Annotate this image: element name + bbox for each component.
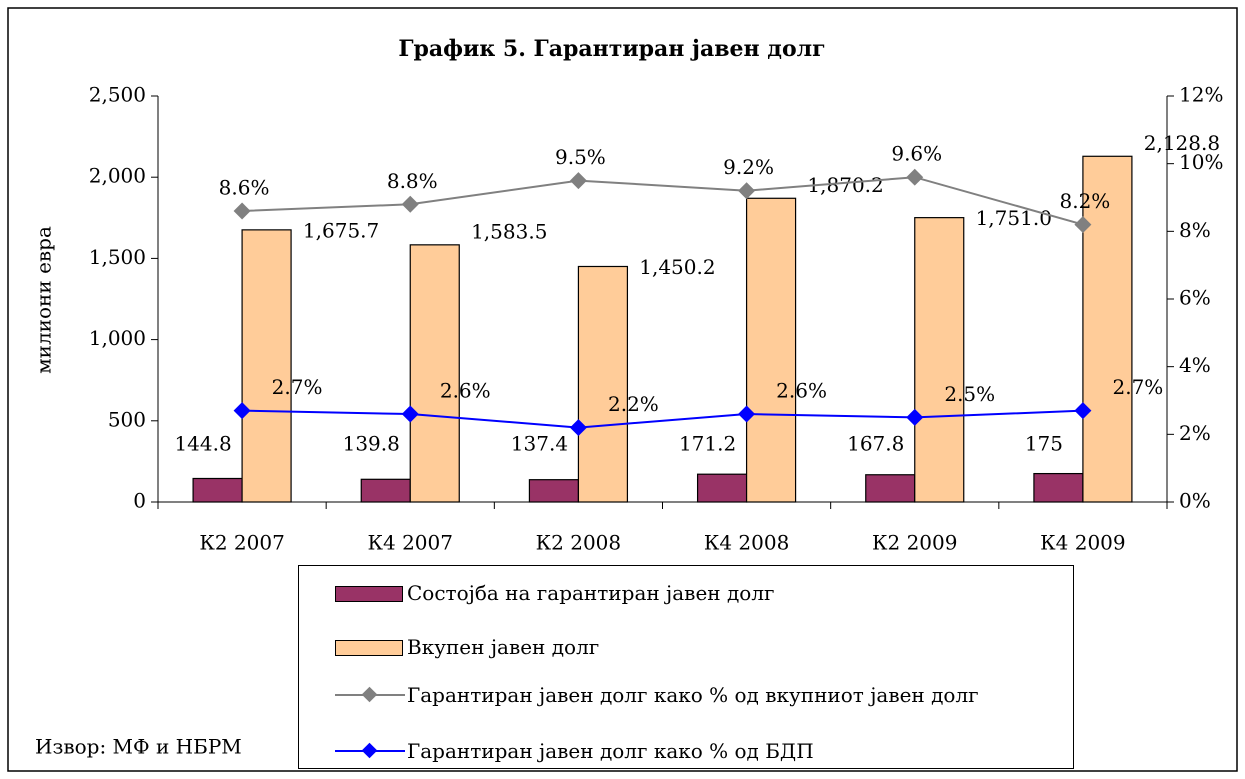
x-tick-label: К2 2009 [872, 531, 957, 555]
data-label: 1,751.0 [976, 206, 1052, 230]
marker [738, 182, 756, 200]
data-label: 2.7% [1113, 375, 1164, 399]
bar [865, 474, 916, 503]
marker [233, 402, 251, 420]
y-tick-label: 2,000 [89, 164, 146, 188]
data-label: 137.4 [511, 432, 568, 456]
y2-tick-label: 12% [1179, 83, 1223, 107]
marker [906, 168, 924, 186]
data-label: 8.2% [1060, 189, 1111, 213]
source: Извор: МФ и НБРМ [35, 735, 242, 759]
data-label: 2.7% [272, 375, 323, 399]
bar [745, 197, 797, 503]
y2-tick-label: 6% [1179, 286, 1211, 310]
bar [577, 265, 629, 503]
data-label: 1,583.5 [471, 219, 547, 243]
marker [233, 202, 251, 220]
y-tick-label: 1,000 [89, 326, 146, 350]
data-label: 8.6% [219, 176, 270, 200]
bar [914, 217, 965, 503]
legend-label: Гарантиран јавен долг како % од вкупниот… [407, 683, 979, 707]
marker [401, 195, 419, 213]
marker [569, 419, 587, 437]
legend-marker [361, 742, 378, 759]
legend-swatch [335, 686, 405, 703]
data-label: 2,128.8 [1144, 131, 1220, 155]
legend-label: Вкупен јавен долг [407, 635, 600, 659]
bar [360, 478, 411, 503]
y-tick-label: 1,500 [89, 245, 146, 269]
marker [738, 405, 756, 423]
y2-tick-label: 2% [1179, 421, 1211, 445]
y-tick-label: 2,500 [89, 83, 146, 107]
data-label: 9.5% [555, 145, 606, 169]
bar [1082, 155, 1133, 503]
data-label: 139.8 [343, 432, 400, 456]
legend: Состојба на гарантиран јавен долг Вкупен … [298, 565, 1074, 769]
data-label: 9.2% [723, 155, 774, 179]
x-tick-label: К4 2008 [704, 531, 789, 555]
data-label: 8.8% [387, 169, 438, 193]
marker [906, 408, 924, 426]
y2-tick-label: 10% [1179, 150, 1223, 174]
x-tick-label: К2 2008 [536, 531, 621, 555]
bar [528, 479, 580, 503]
y2-tick-label: 4% [1179, 353, 1211, 377]
x-tick-label: К4 2009 [1040, 531, 1125, 555]
bar [409, 244, 460, 503]
chart-title: График 5. Гарантиран јавен долг [398, 36, 825, 62]
y2-tick-label: 8% [1179, 218, 1211, 242]
marker [569, 172, 587, 190]
bar [1033, 472, 1084, 503]
line [242, 176, 1084, 226]
marker [401, 405, 419, 423]
x-tick-label: К4 2007 [368, 531, 453, 555]
y-tick-label: 0 [133, 489, 146, 513]
data-label: 9.6% [891, 142, 942, 166]
legend-swatch [335, 640, 403, 656]
legend-label: Состојба на гарантиран јавен долг [407, 581, 775, 605]
data-label: 175 [1025, 432, 1063, 456]
data-label: 2.6% [776, 379, 827, 403]
data-label: 171.2 [679, 432, 736, 456]
y-tick-label: 500 [108, 407, 146, 431]
data-label: 1,675.7 [303, 218, 379, 242]
frame [7, 7, 1238, 772]
legend-label: Гарантиран јавен долг како % од БДП [407, 739, 814, 763]
data-label: 144.8 [174, 432, 231, 456]
data-label: 2.2% [608, 392, 659, 416]
data-label: 1,450.2 [639, 255, 715, 279]
y-axis-label: милиони евра [32, 226, 56, 374]
line [242, 409, 1083, 429]
bar [192, 477, 243, 503]
legend-swatch [335, 586, 403, 602]
data-label: 2.6% [440, 379, 491, 403]
legend-swatch [335, 742, 405, 759]
y2-tick-label: 0% [1179, 489, 1211, 513]
data-label: 2.5% [944, 382, 995, 406]
bar [696, 473, 748, 503]
bar [241, 229, 292, 503]
legend-marker [361, 686, 378, 703]
data-label: 167.8 [847, 432, 904, 456]
x-tick-label: К2 2007 [199, 531, 284, 555]
